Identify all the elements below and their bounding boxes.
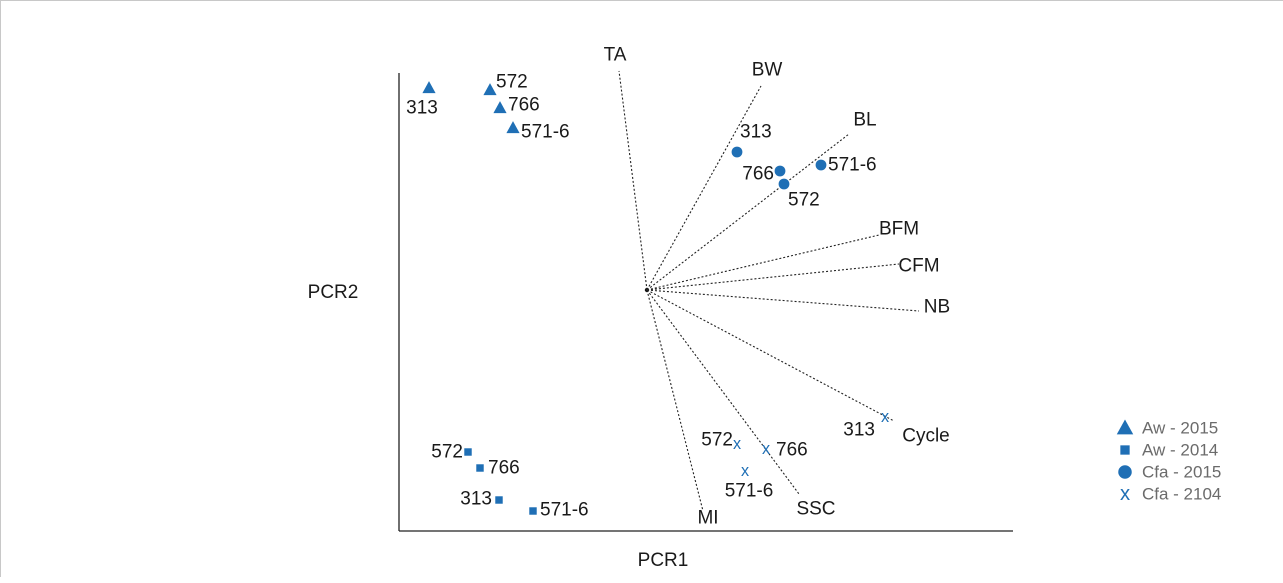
legend-label-cfa-2104: Cfa - 2104 [1142,485,1221,504]
legend-label-aw-2015: Aw - 2015 [1142,419,1218,438]
point-aw-2015-766 [493,101,507,114]
point-cfa-2104-313: x [881,408,889,426]
point-cfa-2104-571-6: x [741,462,749,480]
point-label-aw-2014-571-6: 571-6 [540,500,589,521]
point-label-aw-2015-313: 313 [406,98,438,119]
legend-label-aw-2014: Aw - 2014 [1142,441,1218,460]
point-cfa-2015-313 [731,146,743,158]
loading-line-mi [646,289,704,512]
legend-marker-aw-2015 [1116,419,1134,435]
loading-line-ta [618,70,648,291]
point-label-aw-2015-766: 766 [508,95,540,116]
point-label-cfa-2015-766: 766 [742,164,774,185]
point-cfa-2015-571-6 [815,159,827,171]
loading-label-nb: NB [924,297,950,318]
point-label-aw-2014-313: 313 [460,489,492,510]
loading-label-bfm: BFM [879,219,919,240]
x-axis-title: PCR1 [638,550,689,571]
point-label-aw-2014-766: 766 [488,458,520,479]
point-label-cfa-2015-571-6: 571-6 [828,155,877,176]
point-label-cfa-2104-571-6: 571-6 [725,481,774,502]
point-cfa-2015-572 [778,178,790,190]
legend-label-cfa-2015: Cfa - 2015 [1142,463,1221,482]
loading-line-ssc [646,289,800,495]
loading-line-cycle [646,289,895,422]
point-aw-2014-313 [495,496,503,504]
loading-line-bl [646,133,850,291]
loading-line-cfm [646,263,900,291]
point-aw-2015-572 [483,83,497,96]
loading-line-bw [646,85,762,291]
loading-label-bl: BL [853,110,876,131]
point-cfa-2104-572: x [733,435,741,453]
loading-line-nb [646,289,920,312]
point-label-cfa-2104-572: 572 [701,430,733,451]
loading-label-mi: MI [697,508,718,529]
point-label-cfa-2015-572: 572 [788,190,820,211]
loading-label-ssc: SSC [796,499,835,520]
point-aw-2015-313 [422,81,436,94]
y-axis-title: PCR2 [308,282,359,303]
loading-label-cfm: CFM [898,256,939,277]
point-cfa-2104-766: x [762,440,770,458]
point-aw-2014-572 [464,448,472,456]
loading-label-bw: BW [752,60,783,81]
point-label-aw-2014-572: 572 [431,442,463,463]
point-label-cfa-2104-313: 313 [843,420,875,441]
point-aw-2014-571-6 [529,507,537,515]
scatter-points: 313572766571-6572766313571-6313766572571… [406,72,889,521]
point-aw-2014-766 [476,464,484,472]
loading-label-ta: TA [604,45,627,66]
point-label-aw-2015-572: 572 [496,72,528,93]
point-label-cfa-2015-313: 313 [740,122,772,143]
point-label-aw-2015-571-6: 571-6 [521,122,570,143]
legend: Aw - 2015 Aw - 2014 Cfa - 2015 x Cfa - 2104 [1116,419,1221,505]
loading-label-cycle: Cycle [902,426,950,447]
legend-marker-cfa-2104: x [1120,483,1130,505]
legend-marker-cfa-2015 [1118,465,1132,479]
legend-marker-aw-2014 [1120,445,1130,455]
loading-vectors: TA BW BL BFM CFM NB Cycle SSC MI [604,45,951,529]
point-label-cfa-2104-766: 766 [776,440,808,461]
point-cfa-2015-766 [774,165,786,177]
point-aw-2015-571-6 [506,121,520,134]
